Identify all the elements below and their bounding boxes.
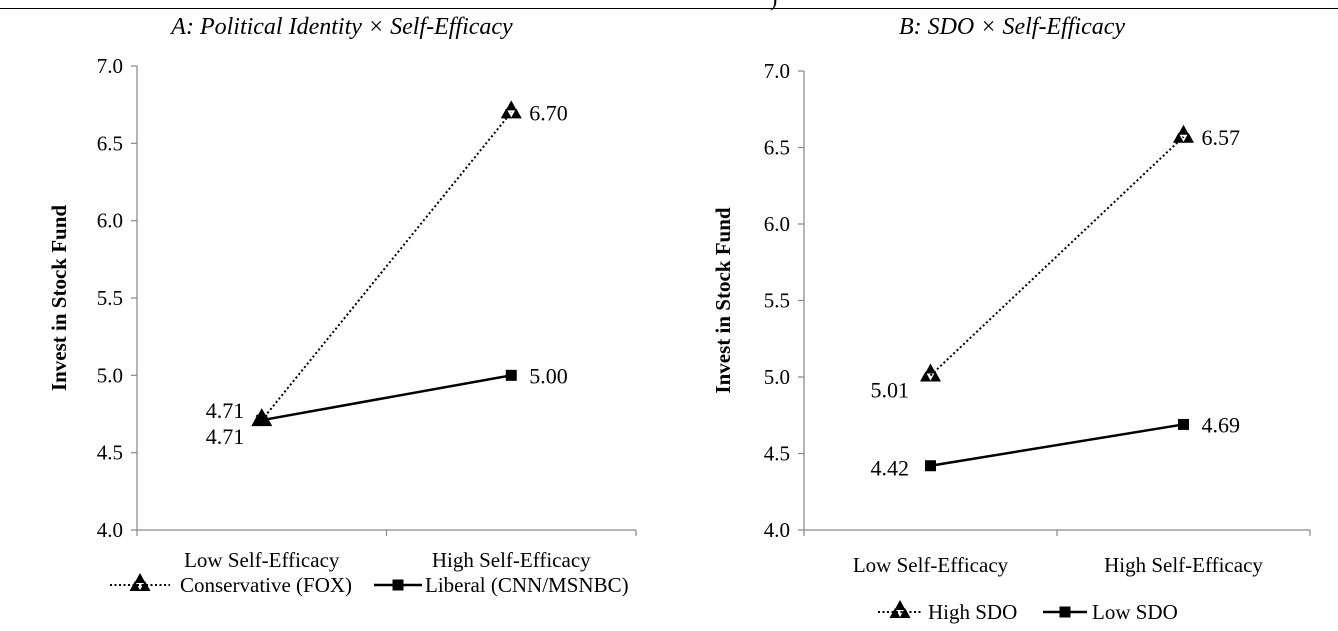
chart-a-series-2-data-label: 5.00: [529, 363, 568, 388]
chart-b-series-2-point: [1178, 418, 1189, 430]
chart-b-legend-entry-1: High SDO: [928, 600, 1017, 624]
chart-b-ytick-label: 7.0: [764, 59, 790, 83]
top-rule: [0, 8, 1338, 9]
chart-a-title: A: Political Identity × Self-Efficacy: [169, 14, 513, 40]
chart-b-legend-entry-2: Low SDO: [1092, 600, 1178, 624]
chart-b-series-1-point: [920, 363, 941, 382]
chart-b-title: B: SDO × Self-Efficacy: [899, 14, 1125, 40]
chart-a-legend-entry-2: Liberal (CNN/MSNBC): [425, 573, 629, 597]
chart-a-ytick-label: 6.5: [97, 131, 123, 155]
chart-a-series-1-line: [260, 111, 513, 421]
chart-b-ytick-label: 4.5: [764, 442, 790, 466]
chart-b-series-2-data-label: 4.42: [871, 456, 910, 481]
chart-a-ytick-label: 5.0: [97, 363, 123, 387]
chart-a-category-label: High Self-Efficacy: [432, 548, 591, 572]
chart-b-legend-marker-1: [889, 600, 911, 618]
chart-a-series-1-point: [500, 100, 522, 119]
chart-a-ytick-label: 6.0: [97, 209, 123, 233]
chart-a-legend-marker-2: [392, 579, 404, 591]
chart-b-series-1-data-label: 5.01: [871, 377, 910, 402]
chart-a-ytick-label: 4.5: [97, 441, 123, 465]
chart-b-ytick-label: 5.5: [764, 289, 790, 313]
chart-a-series-2-point: [256, 414, 268, 426]
chart-a-category-label: Low Self-Efficacy: [184, 548, 340, 572]
header-fragment: ): [770, 0, 777, 12]
chart-a-y-axis-label: Invest in Stock Fund: [47, 205, 71, 391]
chart-a-series-2-point: [505, 369, 517, 381]
chart-a-series-2-line: [261, 374, 512, 422]
chart-a-legend-entry-1: Conservative (FOX): [180, 573, 352, 597]
chart-b-series-1-data-label: 6.57: [1202, 125, 1241, 150]
chart-b-legend-marker-2: [1059, 606, 1071, 618]
chart-b-series-1-line: [929, 136, 1185, 377]
chart-a-legend-marker-1: [129, 573, 151, 591]
chart-b-ytick-label: 6.5: [764, 136, 790, 160]
chart-b-ytick-label: 5.0: [764, 365, 790, 389]
chart-a-series-2-data-label: 4.71: [206, 424, 245, 449]
chart-b-ytick-label: 4.0: [764, 518, 790, 542]
chart-b-y-axis-label: Invest in Stock Fund: [711, 207, 735, 393]
chart-b-series-2-point: [925, 460, 936, 472]
chart-a-ytick-label: 4.0: [97, 518, 123, 542]
chart-b-series-2-data-label: 4.69: [1202, 412, 1241, 437]
chart-b-series-1-point: [1173, 124, 1194, 143]
chart-a-ytick-label: 7.0: [97, 54, 123, 78]
chart-b-ytick-label: 6.0: [764, 212, 790, 236]
chart-b-series-2-line: [930, 423, 1184, 467]
chart-a-series-1-data-label: 4.71: [206, 398, 245, 423]
chart-a-series-1-data-label: 6.70: [529, 100, 568, 125]
chart-b-category-label: High Self-Efficacy: [1104, 553, 1263, 577]
chart-a-ytick-label: 5.5: [97, 286, 123, 310]
chart-b-category-label: Low Self-Efficacy: [853, 553, 1009, 577]
